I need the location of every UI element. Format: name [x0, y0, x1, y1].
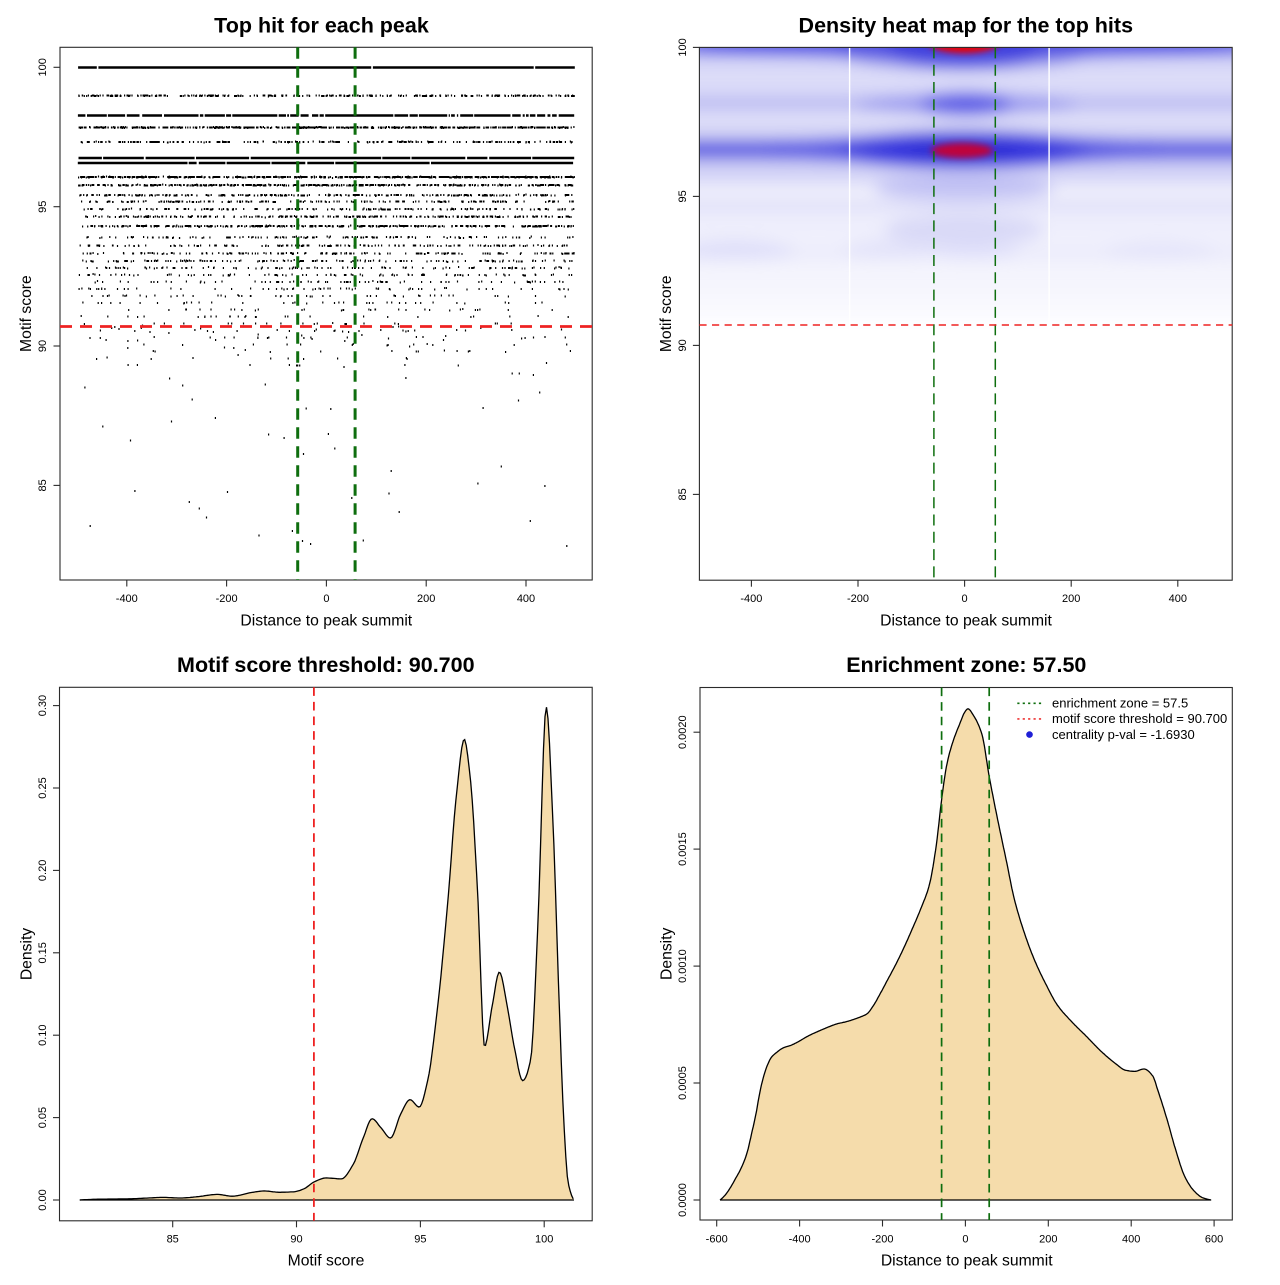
- svg-text:Motif score threshold: 90.700: Motif score threshold: 90.700: [177, 653, 475, 677]
- svg-text:90: 90: [290, 1233, 302, 1245]
- svg-text:0.0020: 0.0020: [677, 715, 689, 749]
- svg-text:90: 90: [37, 340, 49, 352]
- svg-text:centrality p-val = -1.6930: centrality p-val = -1.6930: [1052, 727, 1195, 742]
- svg-text:0.20: 0.20: [37, 860, 49, 881]
- svg-text:0.10: 0.10: [37, 1024, 49, 1045]
- svg-text:Distance to peak summit: Distance to peak summit: [881, 1252, 1053, 1269]
- svg-text:400: 400: [1169, 593, 1187, 605]
- svg-text:85: 85: [677, 488, 689, 500]
- svg-text:Motif score: Motif score: [18, 275, 35, 352]
- svg-text:-200: -200: [871, 1233, 893, 1245]
- svg-text:Distance to peak summit: Distance to peak summit: [880, 613, 1052, 630]
- svg-text:95: 95: [37, 201, 49, 213]
- svg-text:Motif score: Motif score: [658, 275, 675, 352]
- svg-text:400: 400: [1122, 1233, 1140, 1245]
- svg-text:0.0010: 0.0010: [677, 949, 689, 983]
- svg-text:0.0000: 0.0000: [677, 1183, 689, 1217]
- svg-text:200: 200: [1062, 593, 1080, 605]
- svg-text:Motif score: Motif score: [288, 1252, 365, 1269]
- svg-text:Density: Density: [659, 927, 676, 979]
- svg-text:Enrichment zone: 57.50: Enrichment zone: 57.50: [846, 653, 1086, 677]
- svg-text:600: 600: [1205, 1233, 1223, 1245]
- svg-text:Density heat map for the top h: Density heat map for the top hits: [799, 14, 1134, 38]
- svg-text:enrichment zone = 57.5: enrichment zone = 57.5: [1052, 696, 1188, 711]
- svg-text:0.25: 0.25: [37, 777, 49, 798]
- svg-text:0: 0: [323, 593, 329, 605]
- svg-text:100: 100: [37, 58, 49, 76]
- svg-text:-200: -200: [847, 593, 869, 605]
- svg-text:200: 200: [1039, 1233, 1057, 1245]
- svg-text:-200: -200: [216, 593, 238, 605]
- svg-text:0.05: 0.05: [37, 1107, 49, 1128]
- svg-text:Density: Density: [19, 928, 36, 980]
- svg-text:Top hit for each peak: Top hit for each peak: [214, 14, 429, 38]
- svg-text:200: 200: [417, 593, 435, 605]
- svg-text:0.00: 0.00: [37, 1189, 49, 1210]
- svg-text:100: 100: [677, 38, 689, 56]
- svg-text:0.0005: 0.0005: [677, 1066, 689, 1100]
- svg-text:95: 95: [414, 1233, 426, 1245]
- svg-text:0.0015: 0.0015: [677, 832, 689, 866]
- svg-text:100: 100: [535, 1233, 553, 1245]
- svg-text:-400: -400: [740, 593, 762, 605]
- svg-text:0: 0: [962, 593, 968, 605]
- svg-text:0.15: 0.15: [37, 942, 49, 963]
- svg-text:90: 90: [677, 339, 689, 351]
- svg-text:-400: -400: [116, 593, 138, 605]
- svg-text:400: 400: [517, 593, 535, 605]
- svg-text:85: 85: [37, 479, 49, 491]
- svg-text:motif score threshold = 90.700: motif score threshold = 90.700: [1052, 711, 1227, 726]
- svg-text:85: 85: [167, 1233, 179, 1245]
- svg-text:-400: -400: [789, 1233, 811, 1245]
- svg-text:0.30: 0.30: [37, 695, 49, 716]
- svg-text:Distance to peak summit: Distance to peak summit: [240, 613, 412, 630]
- svg-text:0: 0: [962, 1233, 968, 1245]
- svg-text:-600: -600: [706, 1233, 728, 1245]
- svg-text:95: 95: [677, 190, 689, 202]
